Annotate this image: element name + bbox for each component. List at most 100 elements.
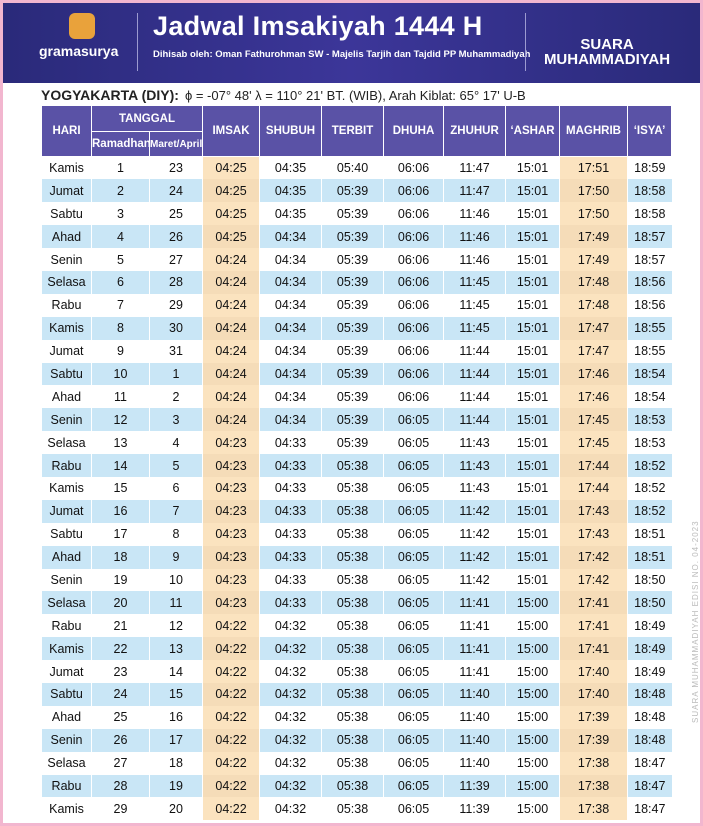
table-cell: 15:01 — [505, 362, 560, 386]
table-cell: 18:48 — [627, 705, 672, 729]
table-cell: 06:05 — [383, 614, 444, 638]
table-cell: 18 — [148, 751, 203, 775]
table-cell: 11:45 — [443, 270, 506, 294]
table-cell: Sabtu — [41, 522, 92, 546]
table-cell: 06:05 — [383, 499, 444, 523]
table-cell: 06:05 — [383, 454, 444, 477]
table-cell: 17:48 — [559, 270, 628, 294]
header-cell: ZHUHUR — [443, 105, 507, 157]
table-cell: 04:32 — [259, 705, 322, 729]
table-cell: 04:23 — [202, 568, 260, 592]
table-cell: 21 — [91, 614, 150, 638]
table-cell: 11:44 — [443, 385, 506, 409]
table-cell: 18:57 — [627, 248, 672, 271]
table-row: Selasa 13 4 04:23 04:33 05:39 06:05 11:43 15:01 1… — [41, 431, 672, 455]
table-cell: 04:24 — [202, 270, 260, 294]
table-cell: 11:46 — [443, 248, 506, 271]
table-cell: 05:38 — [321, 637, 384, 661]
table-cell: 18:49 — [627, 660, 672, 683]
table-cell: Kamis — [41, 156, 92, 180]
table-cell: 26 — [91, 728, 150, 752]
table-cell: 11:45 — [443, 293, 506, 317]
table-row: Sabtu 3 25 04:25 04:35 05:39 06:06 11:46 15:01 17… — [41, 202, 672, 226]
table-cell: 30 — [148, 316, 203, 340]
table-cell: 05:38 — [321, 568, 384, 592]
table-cell: 22 — [91, 637, 150, 661]
table-cell: 18:56 — [627, 270, 672, 294]
table-cell: 26 — [148, 225, 203, 249]
table-cell: 05:38 — [321, 591, 384, 615]
table-cell: 29 — [91, 797, 150, 821]
table-cell: 05:38 — [321, 660, 384, 683]
table-cell: 04:32 — [259, 774, 322, 798]
table-cell: Kamis — [41, 316, 92, 340]
table-cell: 04:32 — [259, 797, 322, 821]
table-cell: 18:54 — [627, 362, 672, 386]
table-cell: 17:43 — [559, 499, 628, 523]
table-cell: 7 — [91, 293, 150, 317]
table-cell: 15:01 — [505, 339, 560, 363]
brand: SUARA MUHAMMADIYAH — [543, 36, 671, 68]
table-cell: 28 — [91, 774, 150, 798]
table-cell: 27 — [91, 751, 150, 775]
table-row: Kamis 29 20 04:22 04:32 05:38 06:05 11:39 15:00 1… — [41, 797, 672, 821]
table-cell: 11:42 — [443, 545, 506, 569]
table-cell: 8 — [148, 522, 203, 546]
table-row: Sabtu 17 8 04:23 04:33 05:38 06:05 11:42 15:01 17… — [41, 522, 672, 546]
table-cell: 17:46 — [559, 385, 628, 409]
table-cell: 18:48 — [627, 728, 672, 752]
header-cell: Ramadhan — [91, 131, 151, 157]
table-cell: 05:38 — [321, 797, 384, 821]
table-cell: 05:38 — [321, 614, 384, 638]
table-cell: 04:34 — [259, 270, 322, 294]
table-cell: 06:05 — [383, 728, 444, 752]
table-row: Selasa 6 28 04:24 04:34 05:39 06:06 11:45 15:01 1… — [41, 270, 672, 294]
table-cell: 18:55 — [627, 316, 672, 340]
table-cell: Kamis — [41, 476, 92, 500]
table-cell: 15:01 — [505, 179, 560, 203]
table-cell: 06:06 — [383, 293, 444, 317]
table-cell: 06:05 — [383, 568, 444, 592]
table-cell: 11:41 — [443, 660, 506, 683]
table-cell: 15:00 — [505, 682, 560, 706]
table-cell: 18:48 — [627, 682, 672, 706]
schedule-table: HARI TANGGAL IMSAK SHUBUH TERBIT DHUHA ZHUHU… — [41, 105, 673, 821]
table-cell: Selasa — [41, 591, 92, 615]
table-cell: 17:38 — [559, 751, 628, 775]
table-cell: 06:05 — [383, 476, 444, 500]
table-cell: 04:33 — [259, 499, 322, 523]
table-cell: 18:52 — [627, 499, 672, 523]
table-cell: 04:23 — [202, 522, 260, 546]
table-cell: 18:51 — [627, 522, 672, 546]
table-cell: 17:44 — [559, 454, 628, 477]
table-cell: 06:06 — [383, 225, 444, 249]
table-cell: 04:33 — [259, 522, 322, 546]
table-cell: 04:34 — [259, 316, 322, 340]
subtitle: Dihisab oleh: Oman Fathurohman SW - Maje… — [153, 49, 531, 60]
table-cell: 04:32 — [259, 682, 322, 706]
table-cell: 04:22 — [202, 774, 260, 798]
table-cell: 1 — [91, 156, 150, 180]
table-cell: Ahad — [41, 545, 92, 569]
table-cell: 04:22 — [202, 614, 260, 638]
table-cell: 11:41 — [443, 591, 506, 615]
table-cell: 18:47 — [627, 797, 672, 821]
table-cell: 04:34 — [259, 408, 322, 432]
table-cell: 04:22 — [202, 728, 260, 752]
table-cell: 18:50 — [627, 591, 672, 615]
table-cell: 17:40 — [559, 660, 628, 683]
table-cell: 04:32 — [259, 728, 322, 752]
table-cell: 18:58 — [627, 179, 672, 203]
table-cell: 04:24 — [202, 293, 260, 317]
table-cell: 17:38 — [559, 797, 628, 821]
table-cell: 18:47 — [627, 774, 672, 798]
table-cell: 05:39 — [321, 293, 384, 317]
table-cell: 18:50 — [627, 568, 672, 592]
table-cell: 04:34 — [259, 385, 322, 409]
table-row: Senin 19 10 04:23 04:33 05:38 06:05 11:42 15:01 1… — [41, 568, 672, 592]
table-cell: 13 — [148, 637, 203, 661]
table-cell: 04:34 — [259, 293, 322, 317]
table-cell: Sabtu — [41, 362, 92, 386]
table-cell: 04:23 — [202, 499, 260, 523]
